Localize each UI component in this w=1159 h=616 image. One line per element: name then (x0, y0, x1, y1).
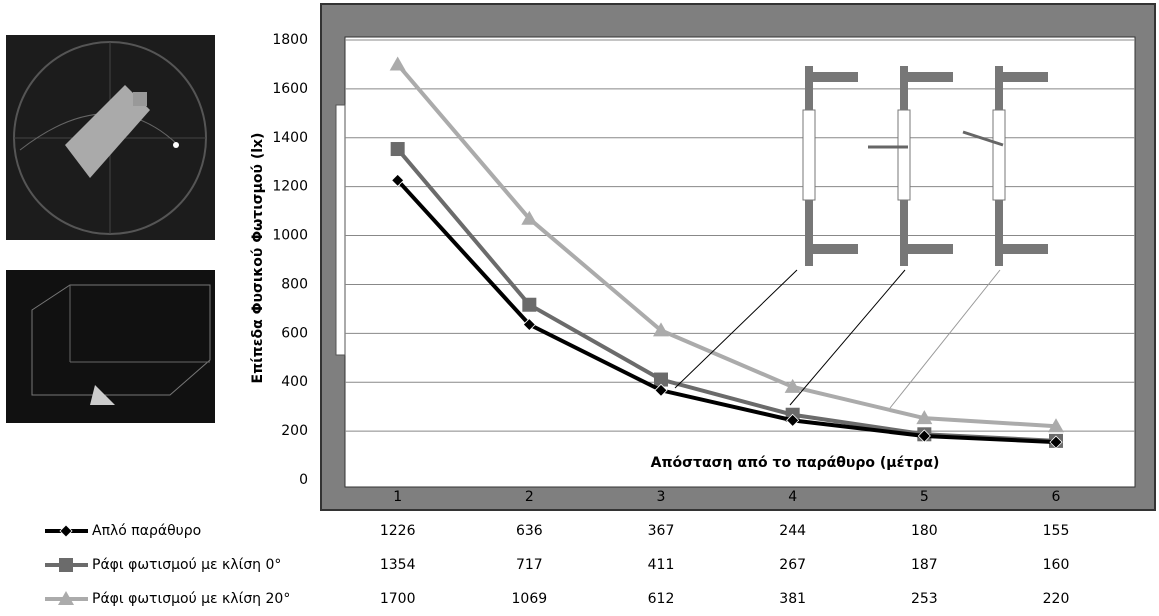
y-tick-label: 0 (299, 472, 308, 488)
x-tick-label: 4 (788, 489, 797, 505)
window (336, 105, 345, 355)
plot-area (345, 37, 1135, 487)
table-value: 717 (516, 557, 543, 573)
table-value: 636 (516, 523, 543, 539)
thumbnail-sun-path (6, 35, 215, 240)
y-tick-label: 1800 (272, 32, 308, 48)
table-value: 367 (648, 523, 675, 539)
table-value: 1354 (380, 557, 416, 573)
table-value: 411 (648, 557, 675, 573)
thumbnail-room (6, 270, 215, 423)
marker (522, 298, 536, 312)
x-tick-label: 3 (657, 489, 666, 505)
x-axis-label: Απόσταση από το παράθυρο (μέτρα) (651, 455, 940, 471)
chart: Απόσταση από το παράθυρο (μέτρα) Επίπεδα… (0, 0, 1159, 612)
table-value: 155 (1043, 523, 1070, 539)
legend-marker (60, 525, 72, 537)
table-value: 187 (911, 557, 938, 573)
y-tick-label: 400 (281, 374, 308, 390)
legend-label: Ράφι φωτισμού με κλίση 0° (92, 557, 281, 573)
table-value: 612 (648, 591, 675, 607)
y-tick-label: 1000 (272, 228, 308, 244)
y-tick-label: 600 (281, 325, 308, 341)
legend-label: Απλό παράθυρο (92, 523, 201, 539)
y-axis-label: Επίπεδα Φυσικού Φωτισμού (lx) (250, 133, 266, 384)
y-tick-label: 800 (281, 276, 308, 292)
y-tick-label: 1200 (272, 179, 308, 195)
x-tick-label: 2 (525, 489, 534, 505)
table-value: 1700 (380, 591, 416, 607)
table-value: 267 (779, 557, 806, 573)
table-value: 1069 (512, 591, 548, 607)
y-tick-label: 1600 (272, 81, 308, 97)
table-value: 1226 (380, 523, 416, 539)
x-tick-label: 6 (1052, 489, 1061, 505)
y-tick-label: 1400 (272, 130, 308, 146)
table-value: 381 (779, 591, 806, 607)
marker (391, 142, 405, 156)
table-value: 244 (779, 523, 806, 539)
legend-label: Ράφι φωτισμού με κλίση 20° (92, 591, 290, 607)
table-value: 160 (1043, 557, 1070, 573)
table-value: 180 (911, 523, 938, 539)
table-value: 253 (911, 591, 938, 607)
x-tick-label: 1 (393, 489, 402, 505)
x-tick-label: 5 (920, 489, 929, 505)
y-tick-label: 200 (281, 423, 308, 439)
legend-marker (59, 558, 73, 572)
table-value: 220 (1043, 591, 1070, 607)
